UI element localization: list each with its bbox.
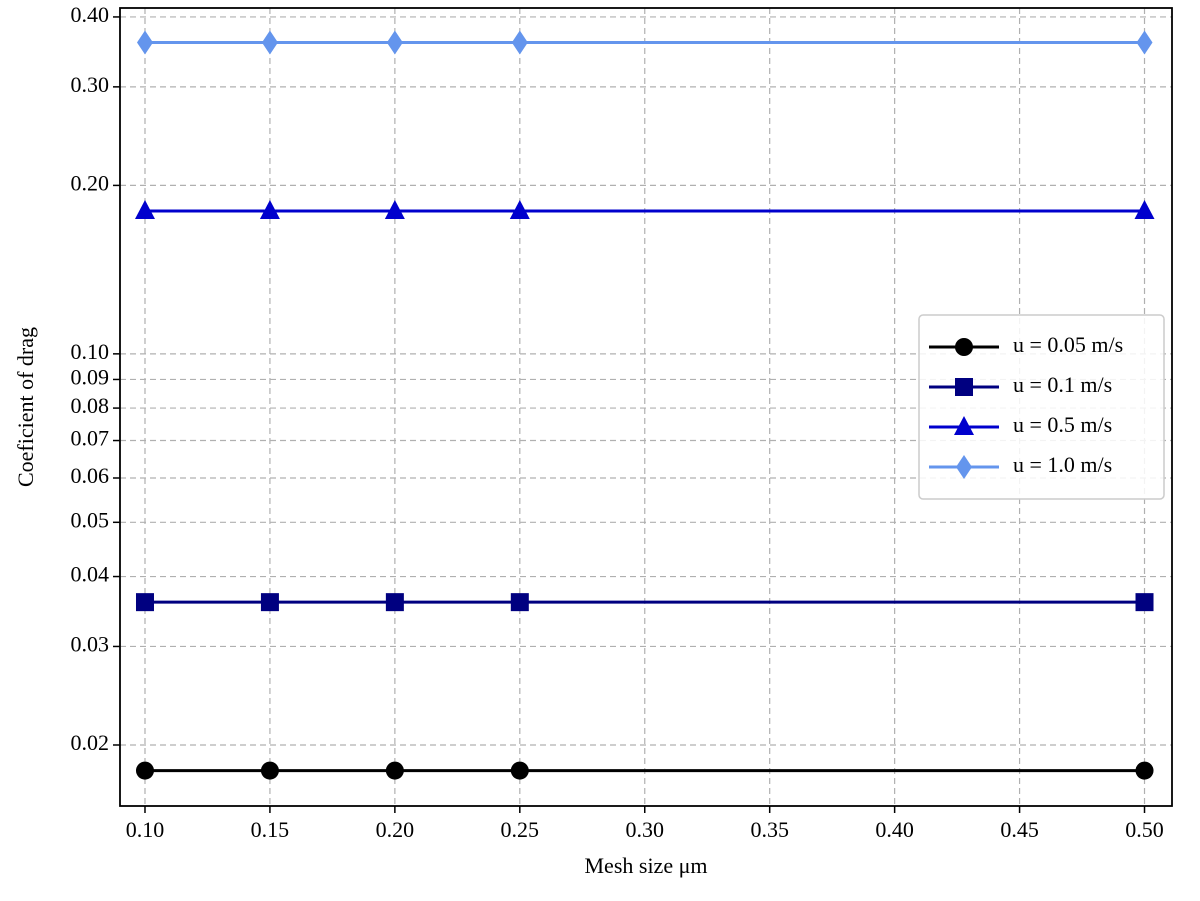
x-axis-label: Mesh size μm bbox=[585, 853, 708, 878]
marker bbox=[511, 30, 528, 55]
y-tick-label: 0.07 bbox=[71, 426, 110, 451]
legend-label: u = 0.05 m/s bbox=[1013, 332, 1123, 357]
x-tick-label: 0.45 bbox=[1000, 817, 1039, 842]
marker bbox=[259, 200, 280, 220]
marker bbox=[385, 593, 404, 612]
marker bbox=[1135, 593, 1154, 612]
marker bbox=[510, 593, 529, 612]
marker bbox=[261, 30, 278, 55]
y-tick-label: 0.30 bbox=[71, 72, 110, 97]
marker bbox=[1134, 200, 1155, 220]
legend-label: u = 0.1 m/s bbox=[1013, 372, 1112, 397]
marker bbox=[135, 761, 154, 780]
y-tick-label: 0.09 bbox=[71, 365, 110, 390]
legend: u = 0.05 m/s u = 0.1 m/s u = 0.5 m/s u = 1.… bbox=[918, 314, 1165, 500]
marker bbox=[386, 30, 403, 55]
y-tick-label: 0.04 bbox=[71, 562, 110, 587]
y-tick-label: 0.06 bbox=[71, 463, 110, 488]
x-tick-label: 0.25 bbox=[501, 817, 540, 842]
marker bbox=[260, 593, 279, 612]
x-tick-label: 0.50 bbox=[1125, 817, 1164, 842]
marker bbox=[385, 761, 404, 780]
marker bbox=[136, 30, 153, 55]
y-axis-label: Coeficient of drag bbox=[13, 327, 38, 487]
legend-label: u = 0.5 m/s bbox=[1013, 412, 1112, 437]
legend-box bbox=[918, 314, 1165, 500]
y-tick-label: 0.40 bbox=[71, 2, 110, 27]
y-tick-label: 0.02 bbox=[71, 730, 110, 755]
y-tick-label: 0.03 bbox=[71, 632, 110, 657]
marker bbox=[1136, 30, 1153, 55]
marker bbox=[260, 761, 279, 780]
marker bbox=[955, 338, 973, 356]
marker bbox=[954, 416, 974, 435]
x-tick-label: 0.35 bbox=[750, 817, 789, 842]
x-tick-label: 0.40 bbox=[875, 817, 914, 842]
marker bbox=[956, 455, 972, 479]
marker bbox=[509, 200, 530, 220]
marker bbox=[384, 200, 405, 220]
x-tick-label: 0.10 bbox=[126, 817, 165, 842]
y-tick-label: 0.08 bbox=[71, 393, 110, 418]
x-tick-label: 0.20 bbox=[376, 817, 415, 842]
marker bbox=[955, 378, 973, 396]
legend-label: u = 1.0 m/s bbox=[1013, 452, 1112, 477]
marker bbox=[1135, 761, 1154, 780]
y-tick-label: 0.10 bbox=[71, 339, 110, 364]
x-tick-label: 0.15 bbox=[251, 817, 290, 842]
y-tick-label: 0.20 bbox=[71, 170, 110, 195]
plot-frame bbox=[119, 7, 1173, 807]
marker bbox=[510, 761, 529, 780]
marker bbox=[135, 593, 154, 612]
x-tick-label: 0.30 bbox=[626, 817, 665, 842]
marker bbox=[134, 200, 155, 220]
y-tick-label: 0.05 bbox=[71, 507, 110, 532]
